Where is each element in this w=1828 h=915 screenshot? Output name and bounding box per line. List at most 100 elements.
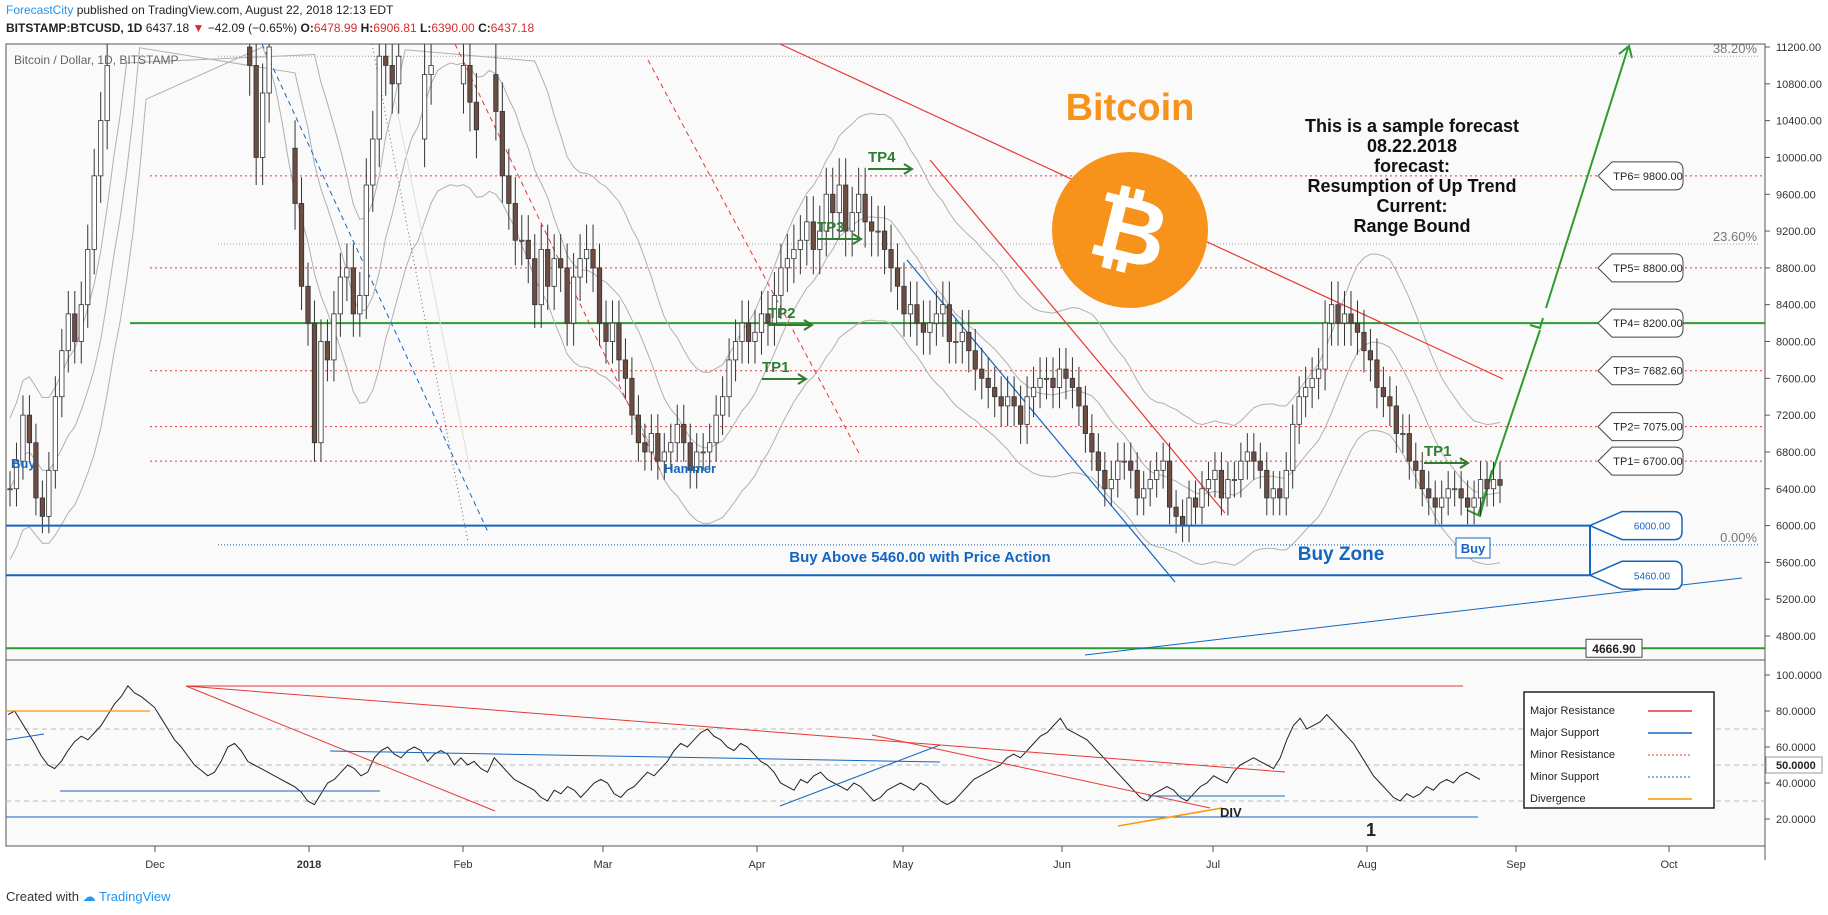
candle-body <box>1121 460 1127 463</box>
candle-body <box>784 258 790 269</box>
buy-zone-callout <box>1588 560 1683 591</box>
buy-right-box <box>1455 537 1491 559</box>
candle-body <box>396 55 402 85</box>
buy-zone-callout-label: 6000.00 <box>1634 522 1671 533</box>
candle-body <box>467 65 473 103</box>
candle-body <box>1348 313 1354 324</box>
tradingview-link[interactable]: TradingView <box>99 889 171 904</box>
high-label: H: <box>360 21 374 35</box>
candle-body <box>1192 497 1199 508</box>
candle-body <box>1199 488 1205 508</box>
candle-body <box>771 295 778 324</box>
candle-body <box>33 442 39 499</box>
price-tick-label: 4800.00 <box>1776 631 1816 643</box>
candle-body <box>629 377 635 416</box>
target-label: TP6= 9800.00 <box>1613 171 1682 183</box>
price-tick-label: 7200.00 <box>1776 410 1816 422</box>
candle-body <box>914 304 920 324</box>
candle-body <box>98 120 104 177</box>
price-tick-label: 10800.00 <box>1776 79 1822 91</box>
candle-body <box>1005 396 1011 407</box>
target-label: TP4= 8200.00 <box>1613 318 1682 330</box>
band-line <box>9 47 1501 496</box>
rsi-trendline <box>329 750 941 763</box>
candle-body <box>1212 469 1218 480</box>
candle-body <box>1335 304 1341 324</box>
candle-body <box>350 267 356 315</box>
candle-body <box>1251 451 1257 462</box>
candle-body <box>1024 396 1030 425</box>
bitcoin-logo-icon: ₿ <box>1052 152 1208 308</box>
author-link[interactable]: ForecastCity <box>6 3 74 17</box>
candle-body <box>428 65 434 76</box>
candle-body <box>739 322 745 342</box>
rsi-pane[interactable] <box>5 659 1766 847</box>
candle-body <box>538 249 544 306</box>
ohlc-line: BITSTAMP:BTCUSD, 1D 6437.18 ▼ −42.09 (−0… <box>6 21 534 35</box>
band-line <box>9 49 1501 427</box>
candle-body <box>1439 497 1445 508</box>
price-tick-label: 6800.00 <box>1776 447 1816 459</box>
rsi-current-box <box>1765 756 1823 774</box>
candle-body <box>966 331 972 352</box>
candle-body <box>7 488 13 491</box>
candle-body <box>752 331 758 342</box>
candle-body <box>1076 387 1082 407</box>
candle-body <box>1043 377 1050 380</box>
candle-body <box>946 304 952 342</box>
candle-body <box>20 414 26 462</box>
trendline <box>371 43 469 543</box>
target-label: TP1= 6700.00 <box>1613 456 1682 468</box>
candle-body <box>1316 368 1322 379</box>
legend-item-label: Minor Resistance <box>1530 749 1615 761</box>
candle-body <box>707 442 713 453</box>
candle-body <box>499 111 505 177</box>
candle-body <box>1089 433 1095 453</box>
candle-body <box>532 258 538 306</box>
candle-body <box>888 249 894 269</box>
candle-body <box>1400 433 1406 435</box>
candle-body <box>933 313 939 324</box>
candle-body <box>344 267 350 278</box>
candle-body <box>1477 479 1484 499</box>
candle-body <box>1303 387 1309 398</box>
candle-body <box>953 341 959 343</box>
open-label: O: <box>300 21 314 35</box>
candle-body <box>26 414 33 444</box>
candle-body <box>622 359 629 379</box>
candle-body <box>1465 497 1471 508</box>
candle-body <box>920 322 927 333</box>
time-tick-label: Jul <box>1206 859 1220 871</box>
candle-body <box>817 230 823 250</box>
rsi-trendline <box>5 733 45 741</box>
close-value: 6437.18 <box>490 21 535 35</box>
candle-body <box>700 451 706 454</box>
candle-body <box>1361 331 1367 352</box>
price-tick-label: 10400.00 <box>1776 116 1822 128</box>
candle-body <box>519 239 525 242</box>
candle-body <box>311 322 318 444</box>
candle-body <box>927 322 933 333</box>
candle-body <box>603 322 609 342</box>
fib-label: 23.60% <box>1713 229 1758 244</box>
candle-body <box>1050 377 1056 388</box>
price-tick-label: 8400.00 <box>1776 300 1816 312</box>
time-tick-label: May <box>893 859 914 871</box>
forecast-arrow-head <box>1618 44 1633 59</box>
tradingview-cloud-icon: ☁ <box>82 889 96 904</box>
candle-body <box>292 147 298 204</box>
forecast-line: Resumption of Up Trend <box>1308 176 1517 196</box>
price-tick-label: 9600.00 <box>1776 189 1816 201</box>
rsi-trendline <box>779 744 941 807</box>
candle-body <box>1341 313 1348 324</box>
candle-body <box>687 442 693 471</box>
candle-body <box>1419 469 1425 490</box>
candle-body <box>1387 396 1393 407</box>
candle-body <box>894 267 901 287</box>
chart-canvas[interactable]: 11200.00 10800.00 10400.00 10000.00 9600.00 9… <box>0 0 1828 880</box>
candle-body <box>1225 479 1231 499</box>
candle-body <box>726 359 732 398</box>
tp-mark-arrow-head <box>852 233 863 245</box>
support-label-box <box>1585 638 1643 658</box>
price-pane[interactable] <box>5 43 1766 661</box>
